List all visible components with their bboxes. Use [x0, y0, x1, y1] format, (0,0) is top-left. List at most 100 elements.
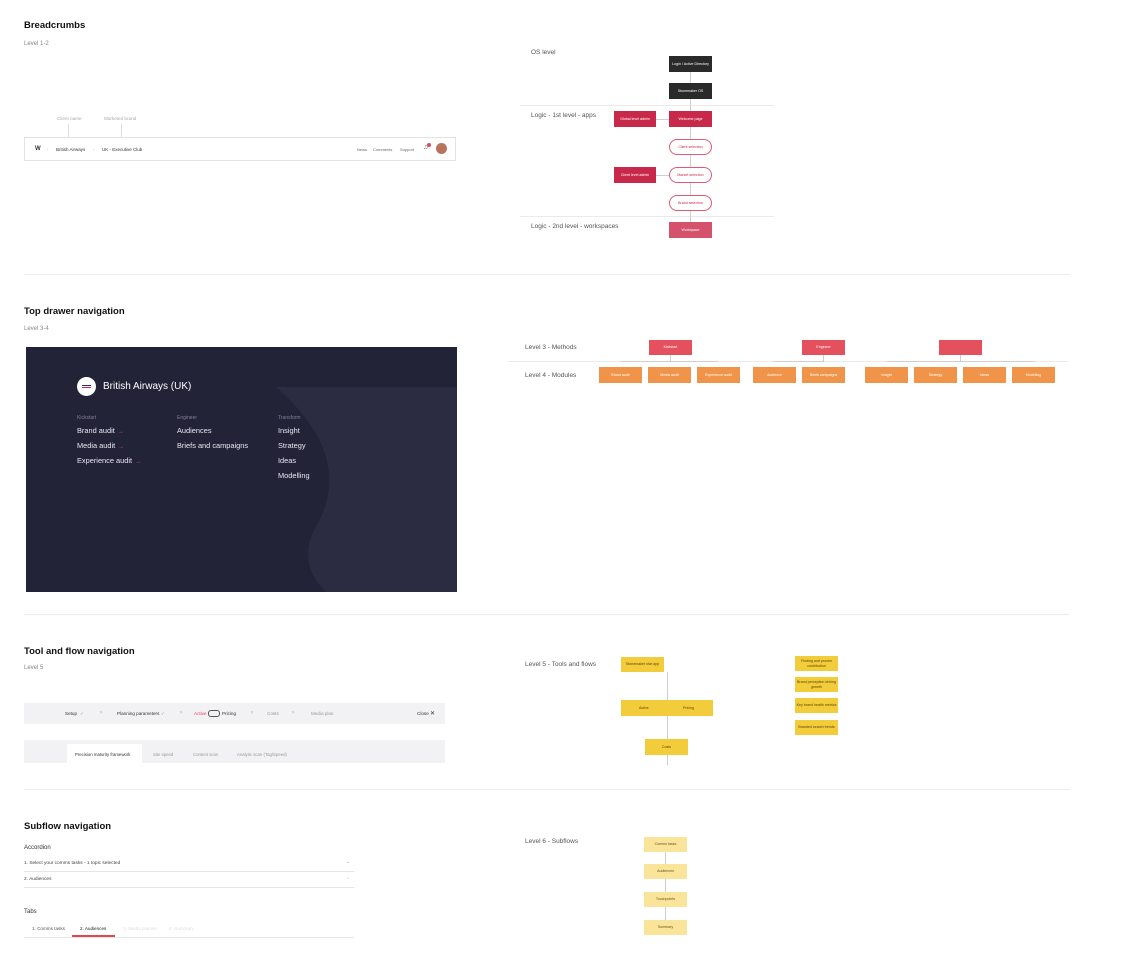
- drawer-item-ideas[interactable]: Ideas: [278, 456, 297, 465]
- subflow-node-audiences: Audiences: [644, 864, 687, 879]
- nav-link-support[interactable]: Support: [400, 147, 415, 152]
- subflow-tab-media-planner[interactable]: 3. Media planner: [123, 926, 158, 931]
- subflow-node-touchpoints: Touchpoints: [644, 892, 687, 907]
- connector: [823, 355, 824, 361]
- label-level-3: Level 3 - Methods: [525, 344, 577, 351]
- logo-mark[interactable]: W: [35, 146, 41, 152]
- annotation-client-name: Client name: [57, 116, 82, 121]
- tab-analytic-scan[interactable]: Analytic scan (Tag/Speed): [237, 752, 287, 757]
- tool-node-pricing: Pricing: [683, 706, 694, 710]
- section-sub-breadcrumbs: Level 1-2: [24, 41, 49, 47]
- level-divider: [520, 216, 774, 217]
- nav-link-comments[interactable]: Comments: [373, 147, 393, 152]
- drawer-item-brand-audit[interactable]: Brand audit →: [77, 426, 124, 435]
- node-stonemaker-os: Stonemaker OS: [669, 83, 712, 99]
- tool-node-star-app: Stonemaker star app: [621, 657, 664, 672]
- tool-tabs: Precision maturity framework Site speed …: [24, 740, 445, 763]
- tab-site-speed[interactable]: Site speed: [153, 752, 174, 757]
- brand-logo-icon: [77, 377, 96, 396]
- arrow-icon: →: [117, 429, 124, 435]
- connector: [667, 672, 668, 765]
- step-planning[interactable]: Planning parameters: [117, 711, 160, 716]
- label-logic-1: Logic - 1st level - apps: [531, 112, 597, 119]
- tool-node-flow: Active Pricing: [621, 700, 713, 716]
- drawer-item-modelling[interactable]: Modelling: [278, 471, 310, 480]
- label-logic-2: Logic - 2nd level - workspaces: [531, 223, 619, 230]
- drawer-item-insight[interactable]: Insight: [278, 426, 300, 435]
- module-node: Media audit: [648, 367, 691, 383]
- chevron-right-icon: ›: [180, 710, 182, 716]
- accordion-divider: [24, 887, 354, 888]
- drawer-item-briefs-campaigns[interactable]: Briefs and campaigns: [177, 441, 249, 450]
- side-node: Key brand health metrics: [795, 698, 838, 713]
- drawer-brand-title: British Airways (UK): [103, 381, 192, 392]
- subflow-tab-comms[interactable]: 1. Comms tasks: [32, 926, 65, 931]
- module-node: Audience: [753, 367, 796, 383]
- tabs-title: Tabs: [24, 909, 37, 915]
- chevron-right-icon: ›: [100, 710, 102, 716]
- module-node: Ideas: [963, 367, 1006, 383]
- tab-active-indicator: [72, 935, 115, 937]
- accordion-row-audiences[interactable]: 2. Audiences: [24, 877, 52, 882]
- tab-precision-framework[interactable]: Precision maturity framework: [75, 752, 131, 757]
- bell-icon[interactable]: ♫: [423, 144, 429, 151]
- step-bar: Setup ✓ › Planning parameters ✓ › Active…: [24, 703, 445, 724]
- accordion-title: Accordion: [24, 845, 51, 851]
- accordion-row-comms[interactable]: 1. Select your comms tasks - 1 topic sel…: [24, 861, 121, 866]
- section-divider: [24, 789, 1070, 790]
- drawer-background-shape: [276, 387, 457, 592]
- subflow-tab-summary[interactable]: 4. Summary: [169, 926, 194, 931]
- close-icon[interactable]: ✕: [430, 711, 436, 717]
- flow-connector: [656, 175, 670, 176]
- step-media-plan[interactable]: Media plan: [311, 711, 334, 716]
- node-client-admin: Client level admin: [614, 167, 656, 183]
- column-head-kickstart: Kickstart: [77, 415, 97, 421]
- module-node: Insight: [865, 367, 908, 383]
- module-node: Briefs campaigns: [802, 367, 845, 383]
- breadcrumb-separator: ›: [93, 147, 95, 152]
- drawer-item-media-audit[interactable]: Media audit →: [77, 441, 125, 450]
- module-node: Strategy: [914, 367, 957, 383]
- annotation-line: [68, 124, 69, 138]
- subflow-node-summary: Summary: [644, 920, 687, 935]
- subflow-node-comms: Comms tasks: [644, 837, 687, 852]
- section-divider: [24, 614, 1070, 615]
- node-welcome-page: Welcome page: [669, 111, 712, 127]
- annotation-line: [121, 124, 122, 138]
- toggle-icon[interactable]: [208, 710, 220, 717]
- column-head-engineer: Engineer: [177, 415, 198, 421]
- step-costs[interactable]: Costs: [267, 711, 279, 716]
- column-head-transform: Transform: [278, 415, 301, 421]
- node-global-admin: Global level admin: [614, 111, 656, 127]
- section-divider: [24, 274, 1070, 275]
- method-node-transform: [939, 340, 982, 355]
- tool-node-active: Active: [639, 706, 649, 710]
- accordion-divider: [24, 871, 354, 872]
- node-market-selection: Market selection: [669, 167, 712, 183]
- node-brand-selection: Brand selection: [669, 195, 712, 211]
- avatar[interactable]: [436, 143, 447, 154]
- close-button[interactable]: Close: [417, 711, 429, 716]
- check-icon: ✓: [161, 711, 165, 716]
- connector: [665, 852, 666, 924]
- drawer-item-experience-audit[interactable]: Experience audit →: [77, 456, 142, 465]
- annotation-marketed-brand: Marketed brand: [104, 116, 137, 121]
- label-level-4: Level 4 - Modules: [525, 372, 577, 379]
- drawer-item-audiences[interactable]: Audiences: [177, 426, 212, 435]
- breadcrumb-client[interactable]: British Airways: [56, 147, 86, 152]
- subflow-tab-audiences[interactable]: 2. Audiences: [80, 926, 107, 931]
- tab-content-scan[interactable]: Content scan: [193, 752, 219, 757]
- drawer-item-strategy[interactable]: Strategy: [278, 441, 306, 450]
- nav-link-news[interactable]: News: [357, 147, 368, 152]
- flow-connector: [656, 119, 670, 120]
- tab-active-bg: [67, 744, 142, 763]
- breadcrumb-brand[interactable]: UK - Executive Club: [102, 147, 143, 152]
- chevron-down-icon[interactable]: ⌄: [346, 860, 351, 865]
- step-setup[interactable]: Setup: [65, 711, 78, 716]
- arrow-icon: →: [135, 459, 142, 465]
- section-sub-tool-flow: Level 5: [24, 665, 44, 671]
- breadcrumb-separator: ›: [47, 147, 49, 152]
- step-pricing[interactable]: Pricing: [222, 711, 237, 716]
- step-active[interactable]: Active: [194, 711, 207, 716]
- chevron-down-icon[interactable]: ⌄: [346, 876, 351, 881]
